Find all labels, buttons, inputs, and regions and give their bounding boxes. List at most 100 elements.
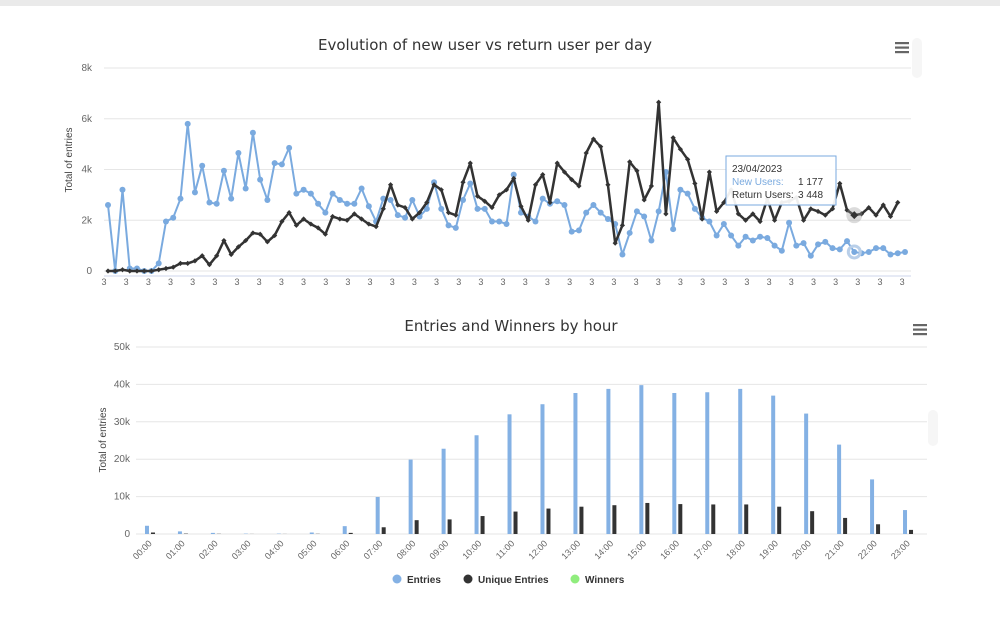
chart1-point-new-users[interactable] — [257, 176, 264, 183]
chart1-point-new-users[interactable] — [836, 246, 843, 253]
chart1-point-return-users[interactable] — [757, 218, 763, 225]
chart2-menu-icon[interactable] — [913, 324, 927, 336]
chart1-point-new-users[interactable] — [590, 202, 597, 209]
chart1-point-return-users[interactable] — [858, 211, 865, 217]
chart1-point-return-users[interactable] — [438, 187, 444, 193]
chart1-point-return-users[interactable] — [416, 210, 423, 216]
chart1-point-return-users[interactable] — [119, 267, 126, 273]
chart1-point-return-users[interactable] — [366, 221, 372, 227]
chart2-bar-entries[interactable] — [672, 393, 677, 534]
chart1-point-return-users[interactable] — [590, 136, 597, 142]
chart1-point-return-users[interactable] — [815, 208, 821, 214]
chart2-bar-entries[interactable] — [870, 479, 875, 534]
chart1-point-new-users[interactable] — [206, 199, 213, 206]
chart1-point-new-users[interactable] — [800, 240, 807, 247]
chart1-point-return-users[interactable] — [735, 211, 741, 217]
chart1-point-new-users[interactable] — [749, 237, 756, 244]
chart1-point-new-users[interactable] — [286, 144, 293, 151]
chart2-bar-unique-entries[interactable] — [414, 520, 419, 534]
side-scroll-tab-bottom[interactable] — [928, 410, 938, 446]
chart1-point-return-users[interactable] — [163, 265, 169, 272]
chart1-point-new-users[interactable] — [626, 229, 633, 236]
chart1-point-new-users[interactable] — [315, 200, 322, 207]
chart1-point-new-users[interactable] — [365, 203, 372, 210]
chart1-point-new-users[interactable] — [670, 226, 677, 233]
chart1-point-return-users[interactable] — [445, 210, 452, 216]
chart1-point-return-users[interactable] — [561, 169, 568, 175]
chart2-bar-unique-entries[interactable] — [447, 519, 452, 534]
chart1-point-return-users[interactable] — [895, 199, 901, 206]
chart1-point-return-users[interactable] — [866, 204, 872, 211]
chart1-point-new-users[interactable] — [720, 221, 727, 228]
chart1-point-return-users[interactable] — [880, 202, 886, 208]
chart1-point-return-users[interactable] — [648, 183, 655, 189]
chart1-point-return-users[interactable] — [641, 197, 647, 203]
chart1-point-return-users[interactable] — [337, 216, 343, 222]
chart1-point-new-users[interactable] — [880, 245, 887, 252]
chart1-point-new-users[interactable] — [503, 221, 510, 228]
chart1-point-return-users[interactable] — [569, 177, 575, 183]
legend-item-unique-entries[interactable]: Unique Entries — [463, 574, 550, 587]
chart1-point-new-users[interactable] — [742, 233, 749, 240]
chart2-bar-entries[interactable] — [309, 532, 314, 534]
chart1-point-return-users[interactable] — [743, 217, 749, 223]
chart1-point-return-users[interactable] — [286, 210, 292, 216]
chart1-point-new-users[interactable] — [242, 185, 249, 192]
chart1-point-new-users[interactable] — [604, 215, 611, 222]
chart1-point-return-users[interactable] — [257, 231, 263, 237]
chart2-bar-unique-entries[interactable] — [678, 504, 683, 534]
chart2-bar-entries[interactable] — [837, 444, 842, 534]
chart2-bar-entries[interactable] — [771, 395, 776, 534]
chart1-point-new-users[interactable] — [583, 209, 590, 216]
chart1-point-new-users[interactable] — [467, 180, 474, 187]
chart1-point-return-users[interactable] — [685, 156, 691, 162]
chart2-bar-unique-entries[interactable] — [480, 516, 485, 534]
chart1-point-return-users[interactable] — [822, 212, 828, 218]
chart1-point-new-users[interactable] — [409, 196, 416, 203]
chart1-point-return-users[interactable] — [706, 169, 712, 175]
chart1-point-new-users[interactable] — [271, 160, 278, 167]
chart1-point-return-users[interactable] — [308, 221, 314, 227]
chart1-point-return-users[interactable] — [177, 260, 184, 266]
chart1-point-return-users[interactable] — [221, 237, 227, 244]
chart1-point-new-users[interactable] — [336, 196, 343, 203]
chart1-point-new-users[interactable] — [162, 218, 169, 225]
chart1-point-new-users[interactable] — [684, 190, 691, 197]
chart1-point-new-users[interactable] — [597, 209, 604, 216]
chart1-point-new-users[interactable] — [387, 196, 394, 203]
chart2-bar-entries[interactable] — [375, 496, 380, 534]
chart1-point-new-users[interactable] — [402, 214, 409, 221]
chart1-point-new-users[interactable] — [510, 171, 517, 178]
chart2-bar-entries[interactable] — [408, 459, 413, 534]
chart1-point-return-users[interactable] — [214, 253, 220, 259]
chart1-point-return-users[interactable] — [511, 175, 517, 181]
chart1-point-new-users[interactable] — [351, 200, 358, 207]
chart1-point-return-users[interactable] — [460, 179, 466, 185]
chart2-bar-unique-entries[interactable] — [810, 511, 815, 534]
chart1-point-return-users[interactable] — [619, 222, 626, 228]
chart1-point-new-users[interactable] — [844, 238, 851, 245]
chart1-point-return-users[interactable] — [192, 258, 198, 264]
chart1-point-return-users[interactable] — [837, 180, 843, 187]
chart1-point-return-users[interactable] — [750, 211, 756, 217]
chart2-bar-unique-entries[interactable] — [909, 529, 914, 534]
chart1-point-new-users[interactable] — [822, 238, 829, 245]
chart1-point-return-users[interactable] — [431, 182, 437, 188]
chart1-point-new-users[interactable] — [728, 232, 735, 239]
chart2-bar-entries[interactable] — [441, 448, 446, 534]
chart1-point-return-users[interactable] — [293, 222, 299, 228]
chart1-point-new-users[interactable] — [394, 212, 401, 219]
chart1-point-return-users[interactable] — [228, 251, 234, 258]
chart1-point-new-users[interactable] — [532, 218, 539, 225]
chart1-point-return-users[interactable] — [235, 244, 242, 250]
chart1-point-return-users[interactable] — [627, 159, 633, 165]
chart2-bar-entries[interactable] — [177, 531, 182, 534]
chart2-bar-unique-entries[interactable] — [711, 504, 716, 534]
chart1-point-return-users[interactable] — [583, 150, 589, 156]
chart1-point-return-users[interactable] — [409, 216, 415, 222]
chart2-bar-entries[interactable] — [639, 385, 644, 534]
chart1-point-return-users[interactable] — [344, 217, 350, 223]
chart1-point-return-users[interactable] — [424, 199, 430, 206]
chart1-point-new-users[interactable] — [894, 250, 901, 257]
chart1-point-new-users[interactable] — [445, 222, 452, 229]
